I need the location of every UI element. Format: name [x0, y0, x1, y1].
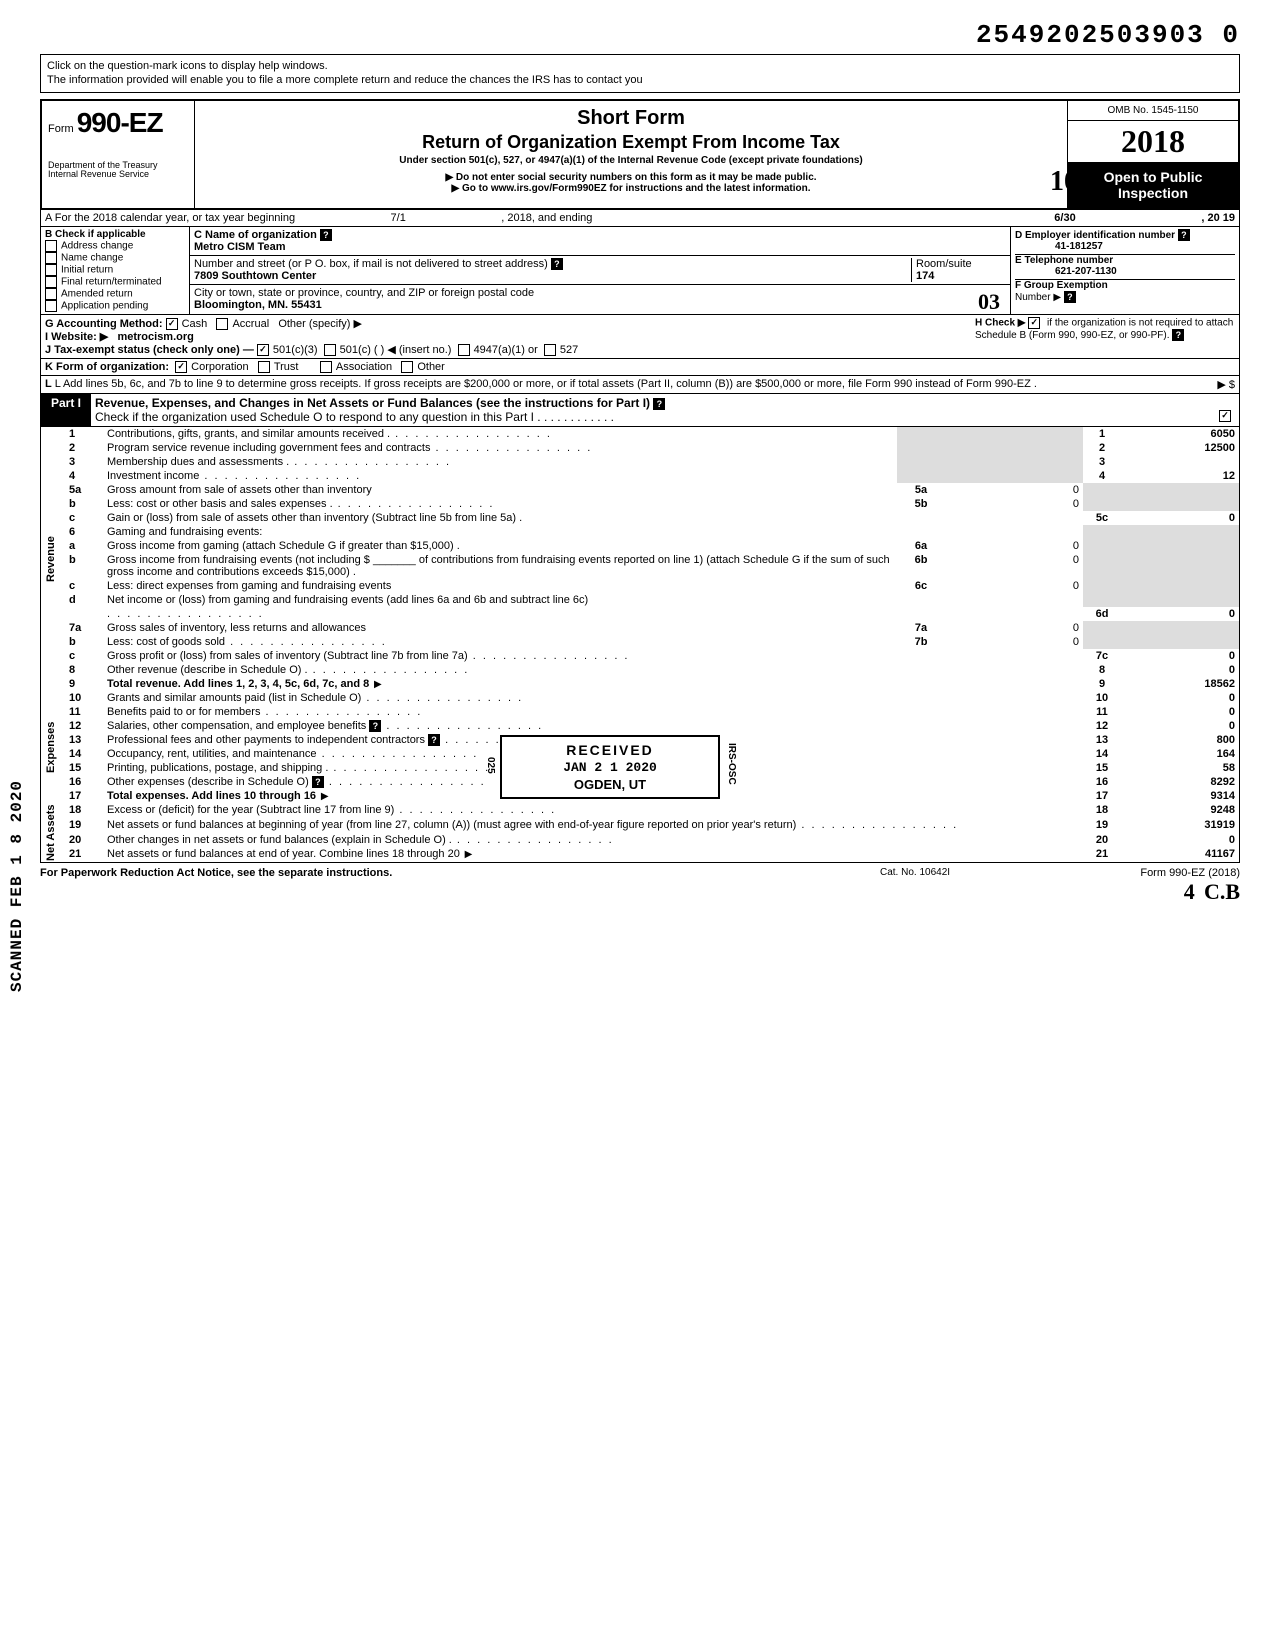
label-f2: Number ▶: [1015, 292, 1061, 303]
open-inspection: 100 Open to PublicInspection: [1068, 163, 1238, 209]
tax-year: 2018: [1068, 121, 1238, 163]
title-main: Return of Organization Exempt From Incom…: [201, 132, 1061, 153]
scanned-stamp: SCANNED FEB 1 8 2020: [8, 780, 26, 992]
checkbox-trust[interactable]: [258, 361, 270, 373]
handwritten-03: 03: [978, 289, 1000, 315]
label-e: E Telephone number: [1015, 255, 1113, 266]
phone-value: 621-207-1130: [1015, 266, 1117, 277]
checkbox-h[interactable]: ✓: [1028, 317, 1040, 329]
row-l: L L Add lines 5b, 6c, and 7b to line 9 t…: [45, 378, 1075, 391]
side-net-assets: Net Assets: [41, 803, 66, 862]
row-g: G Accounting Method: ✓Cash Accrual Other…: [45, 317, 975, 330]
form-number: Form 990-EZ: [48, 107, 188, 139]
checkbox-initial-return[interactable]: [45, 264, 57, 276]
checkbox-amended-return[interactable]: [45, 288, 57, 300]
help-icon[interactable]: ?: [369, 720, 381, 732]
label-room: Room/suite: [916, 258, 972, 270]
part-1-bar: Part I: [41, 394, 91, 426]
checkbox-4947[interactable]: [458, 344, 470, 356]
help-icon[interactable]: ?: [653, 398, 665, 410]
part-1-check-text: Check if the organization used Schedule …: [95, 410, 614, 424]
side-expenses: Expenses: [41, 691, 66, 803]
checkbox-application-pending[interactable]: [45, 300, 57, 312]
label-address: Number and street (or P O. box, if mail …: [194, 258, 548, 270]
room-value: 174: [916, 270, 934, 282]
checkbox-other[interactable]: [401, 361, 413, 373]
help-icon[interactable]: ?: [551, 258, 563, 270]
section-h: H Check ▶ ✓ if the organization is not r…: [975, 317, 1235, 356]
title-note-2: ▶ Go to www.irs.gov/Form990EZ for instru…: [201, 183, 1061, 194]
label-f: F Group Exemption: [1015, 280, 1108, 291]
help-icon[interactable]: ?: [1178, 229, 1190, 241]
checkbox-schedule-o[interactable]: ✓: [1219, 410, 1231, 422]
calendar-year-row: A For the 2018 calendar year, or tax yea…: [40, 210, 1240, 227]
help-line-2: The information provided will enable you…: [47, 73, 1233, 87]
form-header: Form 990-EZ Department of the Treasury I…: [40, 99, 1240, 211]
row-l-amount: ▶ $: [1075, 378, 1235, 391]
handwritten-100: 100: [1050, 165, 1092, 199]
section-b: B Check if applicable Address change Nam…: [41, 227, 190, 314]
ein-value: 41-181257: [1015, 241, 1103, 252]
checkbox-501c3[interactable]: ✓: [257, 344, 269, 356]
title-sub: Under section 501(c), 527, or 4947(a)(1)…: [201, 155, 1061, 166]
checkbox-final-return[interactable]: [45, 276, 57, 288]
city-value: Bloomington, MN. 55431: [194, 299, 322, 311]
omb-number: OMB No. 1545-1150: [1068, 101, 1238, 121]
help-icon[interactable]: ?: [1172, 329, 1184, 341]
label-d: D Employer identification number: [1015, 230, 1175, 241]
page-footer: For Paperwork Reduction Act Notice, see …: [40, 863, 1240, 905]
checkbox-address-change[interactable]: [45, 240, 57, 252]
org-name: Metro CISM Team: [194, 241, 285, 253]
checkbox-cash[interactable]: ✓: [166, 318, 178, 330]
checkbox-accrual[interactable]: [216, 318, 228, 330]
checkbox-corporation[interactable]: ✓: [175, 361, 187, 373]
label-city: City or town, state or province, country…: [194, 287, 534, 299]
checkbox-501c[interactable]: [324, 344, 336, 356]
address-value: 7809 Southtown Center: [194, 270, 316, 282]
dept-line-2: Internal Revenue Service: [48, 170, 188, 180]
help-box: Click on the question-mark icons to disp…: [40, 54, 1240, 93]
help-icon[interactable]: ?: [312, 776, 324, 788]
checkbox-name-change[interactable]: [45, 252, 57, 264]
received-stamp: RECEIVED JAN 2 1 2020 OGDEN, UT IRS-OSC …: [500, 735, 720, 799]
row-k: K Form of organization: ✓Corporation Tru…: [45, 361, 1235, 373]
help-icon[interactable]: ?: [320, 229, 332, 241]
help-line-1: Click on the question-mark icons to disp…: [47, 59, 1233, 73]
side-revenue: Revenue: [41, 427, 66, 691]
row-i: I Website: ▶ metrocism.org: [45, 330, 975, 343]
dln-number: 2549202503903 0: [40, 20, 1240, 50]
title-note-1: ▶ Do not enter social security numbers o…: [201, 172, 1061, 183]
row-j: J Tax-exempt status (check only one) — ✓…: [45, 343, 975, 356]
help-icon[interactable]: ?: [1064, 291, 1076, 303]
part-1-title: Revenue, Expenses, and Changes in Net As…: [95, 396, 650, 410]
checkbox-association[interactable]: [320, 361, 332, 373]
checkbox-527[interactable]: [544, 344, 556, 356]
label-c: C Name of organization: [194, 229, 317, 241]
handwritten-cb: C.B: [1204, 879, 1240, 904]
title-short: Short Form: [201, 107, 1061, 130]
help-icon[interactable]: ?: [428, 734, 440, 746]
handwritten-4: 4: [1184, 879, 1195, 904]
